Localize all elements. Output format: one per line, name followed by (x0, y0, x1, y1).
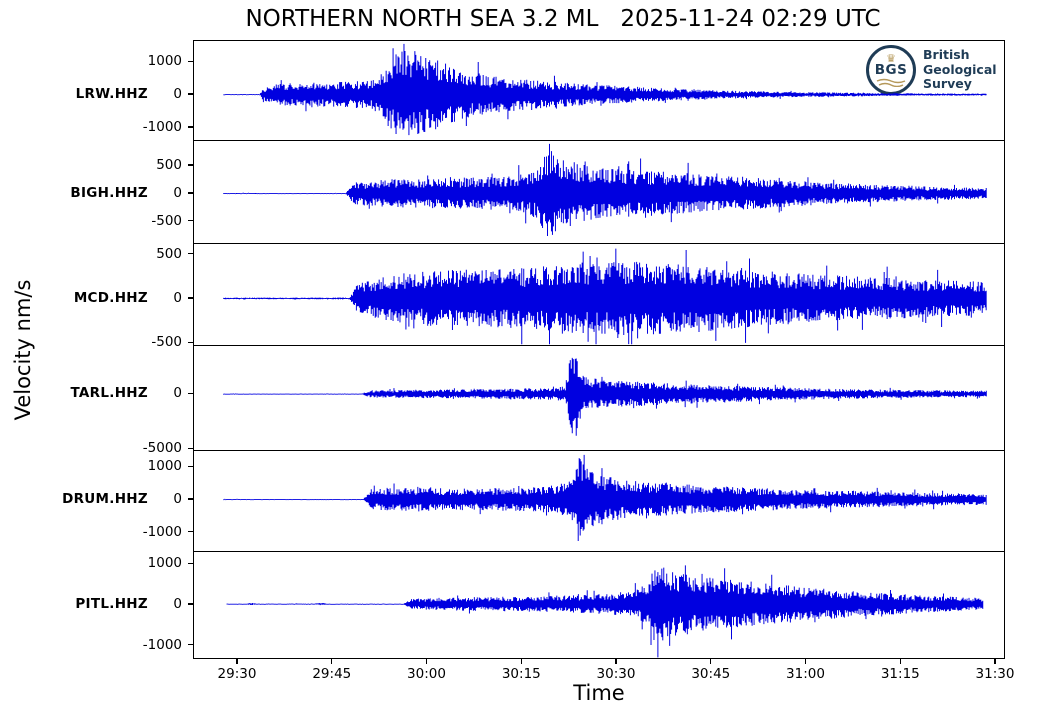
waves-icon (876, 78, 906, 87)
x-tick-mark (710, 659, 712, 664)
x-tick-label: 31:00 (786, 666, 825, 682)
y-tick-label: -1000 (142, 523, 182, 540)
trace-pitl-hhz (226, 565, 984, 658)
x-tick-mark (615, 659, 617, 664)
seismogram-panel-tarl-hhz (193, 345, 1005, 450)
y-tick-label: 1000 (147, 555, 182, 572)
y-tick-label: 1000 (147, 458, 182, 475)
bgs-logo-line1: British (923, 47, 970, 63)
x-tick-mark (236, 659, 238, 664)
y-tick-label: -1000 (142, 118, 182, 135)
seismogram-panel-bigh-hhz (193, 140, 1005, 243)
y-tick-label: -5000 (142, 440, 182, 457)
y-tick-label: 1000 (147, 53, 182, 70)
y-tick-mark (188, 498, 193, 500)
x-tick-mark (804, 659, 807, 664)
y-tick-mark (188, 126, 193, 128)
y-tick-label: -1000 (142, 636, 182, 653)
y-tick-mark (188, 562, 193, 564)
bgs-logo-abbr: BGS (874, 61, 908, 78)
x-tick-mark (425, 659, 428, 664)
seismogram-panel-pitl-hhz (193, 551, 1005, 659)
y-tick-mark (188, 465, 193, 467)
y-tick-label: 500 (156, 157, 182, 174)
x-tick-label: 30:00 (407, 666, 446, 682)
station-label-pitl-hhz: PITL.HHZ (75, 596, 148, 612)
bgs-logo-line2: Geological (923, 61, 997, 77)
y-tick-label: 500 (156, 245, 182, 262)
seismogram-panel-lrw-hhz (193, 40, 1005, 140)
x-tick-label: 29:45 (312, 666, 352, 682)
x-tick-mark (994, 659, 996, 664)
y-axis-label: Velocity nm/s (11, 279, 35, 421)
station-label-drum-hhz: DRUM.HHZ (62, 490, 148, 507)
x-tick-label: 30:45 (691, 666, 731, 682)
y-tick-mark (188, 530, 193, 533)
trace-lrw-hhz (223, 43, 987, 136)
chart-title: NORTHERN NORTH SEA 3.2 ML 2025-11-24 02:… (245, 6, 881, 32)
station-label-mcd-hhz: MCD.HHZ (73, 290, 148, 306)
seismogram-panel-drum-hhz (193, 450, 1005, 551)
seismogram-panel-mcd-hhz (193, 243, 1005, 345)
x-tick-label: 29:30 (217, 666, 257, 682)
y-tick-mark (188, 603, 193, 605)
y-tick-mark (188, 252, 193, 255)
y-tick-label: 0 (173, 184, 182, 201)
y-tick-mark (188, 220, 193, 222)
y-tick-mark (188, 60, 193, 62)
x-axis-label: Time (573, 681, 625, 705)
x-tick-label: 30:30 (596, 666, 636, 682)
station-label-lrw-hhz: LRW.HHZ (75, 86, 148, 103)
x-tick-mark (331, 659, 333, 664)
x-tick-mark (899, 659, 901, 664)
bgs-logo-line3: Survey (923, 76, 972, 92)
y-tick-label: -500 (151, 334, 182, 351)
station-label-tarl-hhz: TARL.HHZ (70, 385, 148, 402)
y-tick-mark (188, 644, 193, 646)
x-tick-mark (520, 659, 522, 664)
trace-bigh-hhz (223, 143, 987, 236)
y-tick-mark (188, 192, 193, 194)
station-label-bigh-hhz: BIGH.HHZ (70, 184, 148, 201)
y-tick-mark (188, 164, 193, 166)
x-tick-label: 30:15 (501, 666, 541, 682)
trace-mcd-hhz (223, 248, 987, 345)
bgs-logo: ♛ BGS British Geological Survey (866, 42, 1006, 98)
y-tick-label: 0 (173, 385, 182, 402)
x-tick-label: 31:15 (880, 666, 920, 682)
y-tick-mark (188, 341, 193, 343)
y-tick-label: 0 (173, 290, 182, 306)
bgs-logo-text: British Geological Survey (923, 48, 997, 92)
x-tick-label: 31:30 (975, 666, 1015, 682)
trace-drum-hhz (223, 454, 987, 541)
y-tick-label: -500 (151, 212, 182, 229)
y-tick-label: 0 (173, 490, 182, 507)
y-tick-label: 0 (173, 596, 182, 612)
crown-icon: ♛ (886, 51, 896, 65)
y-tick-mark (188, 93, 193, 95)
y-tick-mark (188, 392, 193, 395)
trace-tarl-hhz (223, 357, 987, 436)
y-tick-label: 0 (173, 86, 182, 103)
y-tick-mark (188, 297, 193, 299)
y-tick-mark (188, 447, 193, 450)
